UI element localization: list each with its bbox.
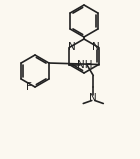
Text: NH: NH	[77, 59, 92, 69]
Text: N: N	[89, 93, 97, 103]
Text: N: N	[68, 42, 76, 52]
Text: F: F	[26, 82, 32, 92]
Text: N: N	[92, 42, 100, 52]
